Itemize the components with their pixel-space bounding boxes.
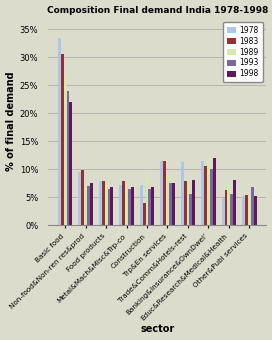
Bar (192, 180, 195, 225)
Bar (204, 166, 207, 225)
Bar (254, 196, 256, 225)
Bar (128, 189, 131, 225)
Bar (225, 190, 227, 225)
Title: Composition Final demand India 1978-1998: Composition Final demand India 1978-1998 (47, 5, 268, 15)
Bar (102, 182, 105, 225)
Bar (67, 91, 69, 225)
Bar (181, 163, 184, 225)
Bar (222, 198, 225, 225)
Bar (107, 189, 110, 225)
Bar (172, 183, 175, 225)
Bar (163, 161, 166, 225)
Bar (248, 196, 251, 225)
Bar (184, 182, 187, 225)
Bar (84, 185, 87, 225)
Bar (210, 169, 213, 225)
Bar (242, 196, 245, 225)
Bar (166, 175, 169, 225)
Bar (125, 189, 128, 225)
Bar (78, 172, 81, 225)
Bar (122, 182, 125, 225)
Y-axis label: % of final demand: % of final demand (5, 72, 16, 171)
Bar (230, 194, 233, 225)
X-axis label: sector: sector (140, 324, 174, 335)
Bar (245, 195, 248, 225)
Bar (187, 180, 189, 225)
Bar (143, 203, 146, 225)
Bar (90, 183, 93, 225)
Bar (131, 187, 134, 225)
Bar (119, 185, 122, 225)
Bar (58, 38, 61, 225)
Bar (146, 174, 149, 225)
Bar (189, 194, 192, 225)
Bar (233, 180, 236, 225)
Bar (64, 77, 67, 225)
Bar (169, 183, 172, 225)
Bar (149, 189, 151, 225)
Bar (87, 186, 90, 225)
Legend: 1978, 1983, 1989, 1993, 1998: 1978, 1983, 1989, 1993, 1998 (223, 22, 263, 82)
Bar (207, 158, 210, 225)
Bar (61, 54, 64, 225)
Bar (151, 187, 154, 225)
Bar (251, 187, 254, 225)
Bar (140, 185, 143, 225)
Bar (213, 158, 216, 225)
Bar (160, 161, 163, 225)
Bar (99, 182, 102, 225)
Bar (69, 102, 72, 225)
Bar (227, 182, 230, 225)
Bar (110, 187, 113, 225)
Bar (105, 186, 107, 225)
Bar (81, 170, 84, 225)
Bar (201, 161, 204, 225)
